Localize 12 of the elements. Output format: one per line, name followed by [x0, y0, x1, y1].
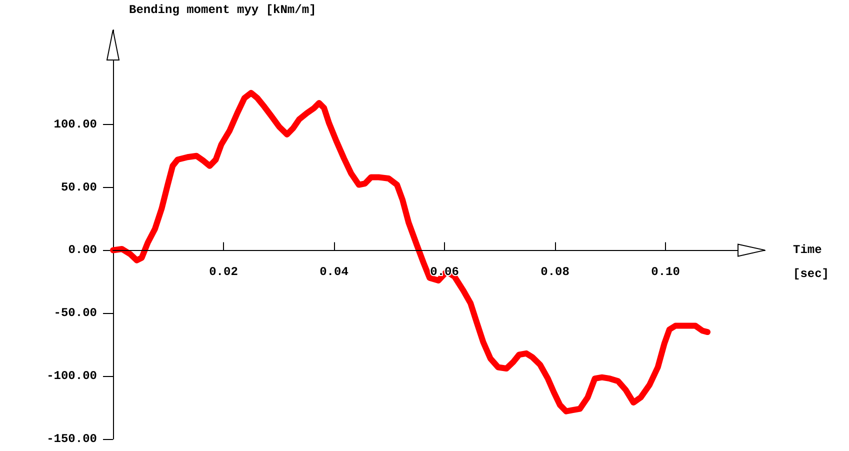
- x-tick-label: 0.08: [540, 265, 570, 280]
- y-tick-label: 50.00: [60, 180, 97, 194]
- y-tick-label: -50.00: [54, 306, 97, 320]
- x-tick-label: 0.10: [651, 265, 680, 280]
- y-tick-label: -100.00: [46, 369, 97, 384]
- y-axis-title: Bending moment myy [kNm/m]: [129, 3, 316, 17]
- x-tick-label: 0.02: [209, 265, 238, 280]
- y-tick-label: -150.00: [46, 432, 97, 446]
- y-tick-label: 0.00: [68, 243, 97, 258]
- x-tick-label: 0.04: [320, 265, 348, 280]
- y-tick-label: 100.00: [54, 117, 97, 132]
- x-axis-title: Time [sec]: [793, 243, 830, 282]
